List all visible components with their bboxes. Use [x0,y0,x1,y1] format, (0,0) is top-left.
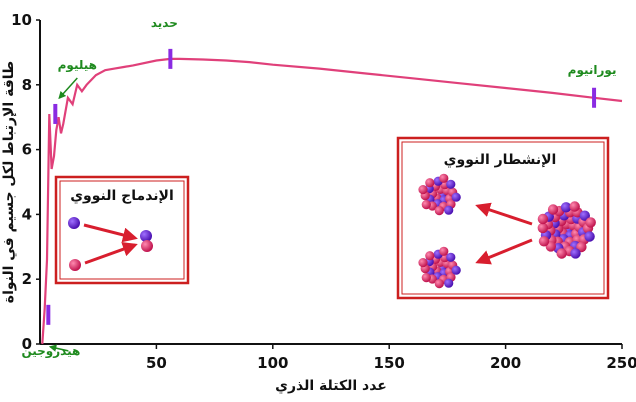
binding-energy-curve [41,57,623,345]
nucleon [538,236,550,247]
nucleon [446,179,456,189]
hydrogen-label: هيدروجين [21,344,80,359]
nucleon [570,248,581,259]
nucleon [421,200,431,210]
x-tick-label: 250 [606,354,636,372]
nucleon [569,201,580,212]
neutron-particle [140,230,152,242]
iron-label: حديد [151,16,178,30]
element-markers: هيدروجين هيليوم حديد يورانيوم [21,16,616,359]
fission-arrow-bottom [475,238,533,265]
neutron-particle [68,217,80,229]
y-tick-label: 0 [22,335,32,353]
y-tick-label: 8 [22,76,32,94]
fusion-title: الإندماج النووي [70,188,174,205]
fusion-arrow-bottom [84,242,138,265]
helium-label: هيليوم [58,58,97,73]
nucleon [579,210,590,221]
nucleon [418,258,428,268]
y-tick-label: 4 [22,205,32,223]
y-ticks: 0 2 4 6 8 10 [11,11,40,353]
small-nucleus-top [418,173,461,216]
x-axis-title: عدد الكتلة الذري [275,378,387,395]
nucleon [444,278,454,288]
x-tick-label: 200 [490,354,521,372]
proton-particle [69,259,81,271]
nucleon [585,217,596,228]
nucleon [556,248,567,259]
nucleon [584,231,595,242]
label-pointer-arrow [58,77,78,100]
y-axis-title: طاقة الإرتباط لكل جسيم في النواة [1,61,17,303]
nucleon [439,173,449,183]
fusion-box-inner [59,180,185,280]
nucleon [451,265,461,275]
fission-inset: الإنشطار النووي [396,136,610,300]
fusion-arrow-top [83,223,138,243]
nucleon [537,222,548,234]
x-tick-label: 150 [374,354,405,372]
nucleon [451,192,461,202]
nucleon [444,205,454,215]
proton-particle [141,240,153,252]
nucleon [425,251,435,261]
nucleon [560,202,572,213]
y-tick-label: 10 [11,11,32,29]
nucleon [425,178,435,188]
x-ticks: 50 100 150 200 250 [146,344,636,372]
x-tick-label: 50 [146,354,167,372]
fission-title: الإنشطار النووي [444,152,557,169]
label-pointer-arrow [48,344,69,352]
nucleon [537,213,549,225]
nucleon [418,185,428,195]
large-nucleus [537,201,596,259]
x-tick-label: 100 [257,354,288,372]
fission-arrow-top [475,202,533,226]
fusion-inset: الإندماج النووي [54,175,190,285]
nucleon [439,246,449,256]
nucleon [547,204,559,215]
uranium-label: يورانيوم [568,63,617,78]
fission-box-inner [401,141,605,295]
nucleon [434,279,444,289]
small-nucleus-bottom [418,246,461,289]
nucleon [421,273,431,283]
y-tick-label: 2 [22,270,32,288]
y-tick-label: 6 [22,141,32,159]
nucleon [446,252,456,262]
nucleon [434,206,444,216]
